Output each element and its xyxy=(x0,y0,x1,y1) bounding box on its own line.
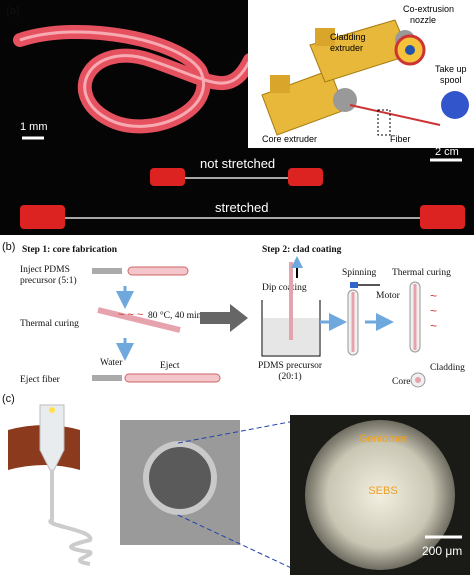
panel-label: (a) xyxy=(6,5,19,17)
step-text: Thermal curing xyxy=(392,268,451,278)
extruder-schematic xyxy=(261,19,469,136)
zoom-line xyxy=(177,419,301,444)
scale-label: 1 mm xyxy=(20,121,48,133)
fiber-coil xyxy=(48,470,93,566)
step-title: Step 2: clad coating xyxy=(262,245,342,255)
annotation-line: Cladding xyxy=(330,32,366,42)
step-text: Water xyxy=(100,358,123,368)
step-title: Step 1: core fabrication xyxy=(22,245,118,255)
annotation: Fiber xyxy=(390,134,411,144)
step-text: Inject PDMS precursor (5:1) xyxy=(20,265,77,286)
step-text: PDMS precursor (20:1) xyxy=(258,361,323,382)
scale-label: 2 cm xyxy=(435,146,459,158)
step-text: Cladding xyxy=(430,363,465,373)
annotation: Take up spool xyxy=(435,64,467,85)
fiber-highlight xyxy=(19,30,252,128)
cross-section-core xyxy=(415,377,421,383)
annotation: Core extruder xyxy=(262,134,317,144)
clamp xyxy=(150,168,185,186)
tube xyxy=(127,266,189,276)
clamp xyxy=(20,205,65,229)
step-line: (20:1) xyxy=(278,371,301,382)
heat-symbol: ~ ~ ~ xyxy=(118,309,143,321)
big-arrow xyxy=(200,304,248,332)
step-text: Eject fiber xyxy=(20,374,61,385)
annotation-line: Take up xyxy=(435,64,467,74)
step-text: Motor xyxy=(376,291,401,301)
annotation-line: spool xyxy=(440,75,462,85)
syringe xyxy=(92,268,122,274)
cross-section xyxy=(305,420,455,570)
clamp xyxy=(288,168,323,186)
step-line: PDMS precursor xyxy=(258,361,323,371)
scale-label: 200 μm xyxy=(422,544,462,558)
heat-symbol: ~ xyxy=(430,289,437,303)
tube xyxy=(97,307,181,333)
panel-label: (c) xyxy=(2,393,15,405)
annotation: Co-extrusion nozzle xyxy=(403,4,454,25)
caption: not stretched xyxy=(200,156,275,171)
step-text: Core xyxy=(392,377,410,387)
step-text: Thermal curing xyxy=(20,319,79,329)
annotation-line: Co-extrusion xyxy=(403,4,454,14)
heat-symbol: ~ xyxy=(430,304,437,318)
clamp xyxy=(420,205,465,229)
annotation: Cladding extruder xyxy=(330,32,366,53)
light xyxy=(49,407,55,413)
step-line: precursor (5:1) xyxy=(20,275,77,286)
beaker xyxy=(261,300,321,357)
panel-c: (c) Geniomer SEBS 200 μm xyxy=(2,393,470,575)
label: Geniomer xyxy=(359,433,408,445)
panel-a: (a) 1 mm Co-extrusion nozzle Cladding extr… xyxy=(0,0,474,235)
fiber-end xyxy=(143,441,217,515)
annotation-line: nozzle xyxy=(410,15,436,25)
step-text: 80 °C, 40 min xyxy=(148,310,202,321)
annotation-line: extruder xyxy=(330,43,363,53)
panel-label: (b) xyxy=(2,241,15,253)
step-text: Dip coating xyxy=(262,283,307,293)
panel-b: (b) Step 1: core fabrication Inject PDMS… xyxy=(2,241,465,388)
zoom-line xyxy=(177,514,301,573)
caption: stretched xyxy=(215,200,268,215)
syringe xyxy=(92,375,122,381)
label: SEBS xyxy=(368,485,397,497)
motor-head xyxy=(350,282,358,288)
tube xyxy=(124,373,221,383)
step-text: Eject xyxy=(160,361,180,371)
heat-symbol: ~ xyxy=(430,319,437,333)
step-line: Inject PDMS xyxy=(20,265,70,275)
step-text: Spinning xyxy=(342,268,377,278)
